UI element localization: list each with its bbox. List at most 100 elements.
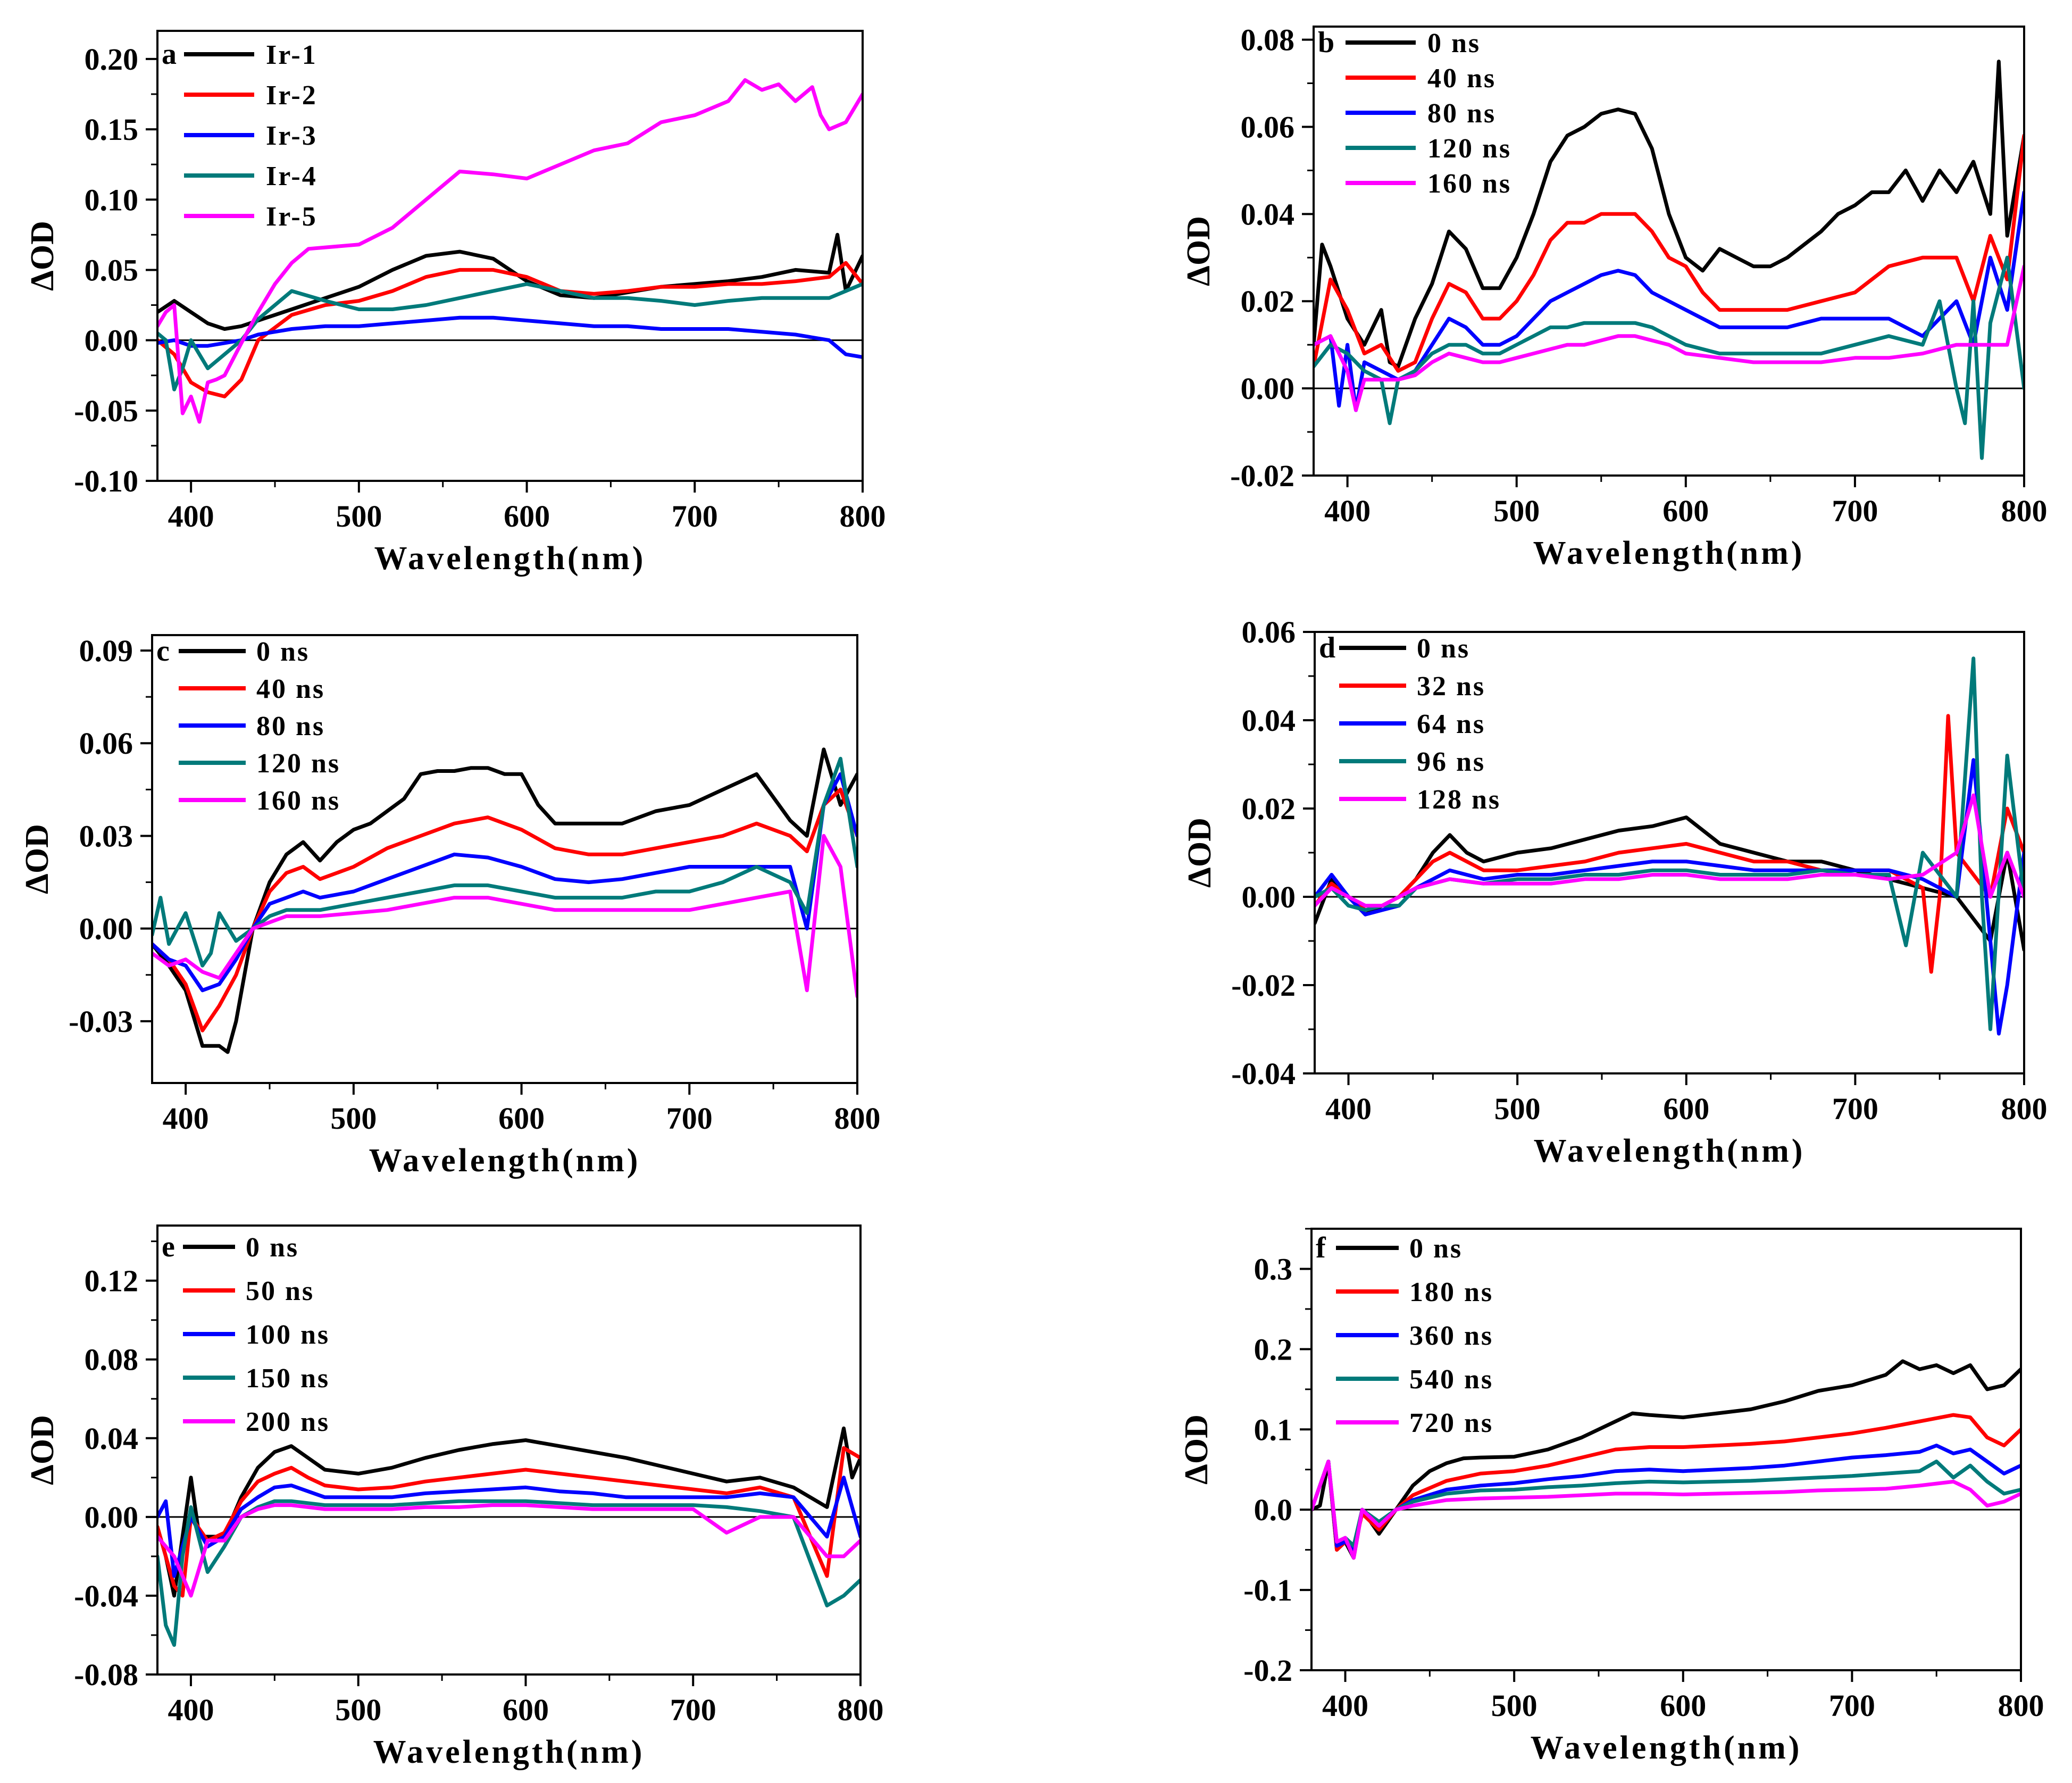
x-tick-label: 700 [1832, 494, 1878, 528]
series-line-160-ns [152, 834, 857, 998]
axes-frame [156, 1224, 862, 1676]
x-tick-label: 600 [1660, 1688, 1706, 1723]
legend-label: 80 ns [1427, 98, 1496, 129]
series-line-80-ns [152, 772, 857, 993]
legend-label: 0 ns [1427, 28, 1481, 59]
x-tick-label: 500 [1491, 1688, 1538, 1723]
series-line-0-ns [152, 747, 857, 1054]
legend-label: 720 ns [1409, 1408, 1493, 1438]
y-tick-label: 0.02 [1241, 284, 1295, 319]
legend-label: 32 ns [1417, 671, 1485, 702]
x-axis-title: Wavelength(nm) [374, 540, 646, 577]
y-tick-label: -0.1 [1243, 1573, 1292, 1607]
y-tick-label: 0.02 [1242, 791, 1296, 826]
panel-letter: d [1319, 631, 1335, 664]
y-tick-label: 0.03 [79, 819, 133, 853]
x-tick-label: 600 [1662, 494, 1709, 528]
series-group [1311, 1359, 2021, 1560]
x-tick-label: 500 [335, 1693, 381, 1727]
x-tick-label: 800 [838, 1693, 884, 1727]
legend-label: 360 ns [1409, 1321, 1493, 1351]
y-axis-title: ΔOD [19, 824, 55, 894]
legend-label: 100 ns [246, 1320, 330, 1350]
y-tick-label: 0.04 [1242, 703, 1296, 738]
series-group [157, 78, 863, 424]
y-tick-label: 0.06 [1241, 110, 1295, 144]
legend-label: 0 ns [256, 637, 310, 667]
panel-letter: c [156, 635, 170, 668]
series-line-128-ns [1315, 793, 2024, 908]
legend-label: 540 ns [1409, 1364, 1493, 1395]
y-tick-label: -0.08 [74, 1657, 138, 1692]
y-tick-label: 0.08 [85, 1343, 139, 1377]
series-line-ir-3 [157, 315, 863, 359]
x-tick-label: 600 [504, 499, 550, 534]
legend-label: 120 ns [1427, 134, 1511, 164]
x-axis-title: Wavelength(nm) [1531, 1730, 1802, 1766]
x-tick-label: 400 [1322, 1688, 1368, 1723]
legend-label: 64 ns [1417, 709, 1485, 739]
series-line-720-ns [1311, 1460, 2021, 1560]
y-tick-label: 0.06 [1242, 615, 1296, 649]
x-tick-label: 400 [1324, 494, 1371, 528]
y-tick-label: 0.09 [79, 634, 133, 668]
y-axis-title: ΔOD [24, 221, 61, 291]
y-tick-label: 0.06 [79, 726, 133, 761]
panel-letter: e [162, 1230, 175, 1263]
x-tick-label: 800 [2001, 494, 2048, 528]
panel-letter: f [1316, 1231, 1326, 1264]
y-tick-label: 0.04 [1241, 197, 1295, 231]
legend-label: Ir-2 [266, 80, 318, 111]
chart-panel-e: 400 500 600 700 800 -0.08 -0.04 0.00 0.04 0.08 0.1… [24, 1224, 884, 1770]
y-axis-title: ΔOD [1179, 1414, 1215, 1485]
y-tick-label: 0.00 [85, 1500, 139, 1535]
x-axis-title: Wavelength(nm) [369, 1143, 641, 1179]
x-tick-label: 400 [1325, 1092, 1372, 1126]
y-tick-label: 0.12 [85, 1264, 139, 1298]
series-line-100-ns [157, 1476, 860, 1578]
legend-label: 160 ns [1427, 169, 1511, 199]
legend-label: 50 ns [246, 1276, 314, 1306]
series-line-160-ns [1314, 264, 2024, 412]
x-tick-label: 500 [330, 1101, 377, 1136]
y-tick-label: 0.0 [1254, 1493, 1293, 1527]
y-tick-label: 0.20 [85, 42, 139, 77]
panel-letter: a [162, 38, 177, 71]
legend-label: Ir-4 [266, 161, 318, 191]
x-tick-label: 700 [666, 1101, 713, 1136]
legend-label: 80 ns [256, 711, 325, 741]
x-tick-label: 400 [168, 1693, 214, 1727]
legend-label: Ir-5 [266, 202, 318, 232]
y-tick-label: 0.05 [85, 253, 139, 287]
x-tick-label: 700 [1832, 1092, 1878, 1126]
x-tick-label: 600 [498, 1101, 545, 1136]
series-line-ir-4 [157, 282, 863, 391]
series-line-0-ns [1314, 60, 2024, 369]
x-tick-label: 700 [1829, 1688, 1875, 1723]
y-tick-label: -0.02 [1230, 459, 1294, 493]
series-group [152, 747, 857, 1054]
x-tick-label: 700 [672, 499, 718, 534]
legend-label: Ir-1 [266, 40, 318, 70]
legend-label: 0 ns [246, 1232, 299, 1263]
y-tick-label: 0.1 [1254, 1412, 1293, 1447]
legend-label: 40 ns [1427, 63, 1496, 94]
axes-frame [156, 30, 864, 482]
x-tick-label: 400 [168, 499, 214, 534]
legend-label: 0 ns [1409, 1234, 1463, 1264]
y-tick-label: 0.15 [85, 112, 139, 147]
x-axis-title: Wavelength(nm) [373, 1734, 645, 1770]
series-line-ir-5 [157, 78, 863, 424]
axes-frame [151, 634, 858, 1084]
y-tick-label: 0.00 [79, 912, 133, 946]
series-line-120-ns [152, 756, 857, 968]
chart-panel-c: 400 500 600 700 800 -0.03 0.00 0.03 0.06 0.09 Wave… [19, 634, 881, 1179]
series-line-200-ns [157, 1503, 860, 1598]
x-tick-label: 800 [834, 1101, 881, 1136]
x-tick-label: 500 [1494, 1092, 1541, 1126]
y-axis-title: ΔOD [1182, 818, 1218, 888]
series-line-360-ns [1311, 1444, 2021, 1552]
x-tick-label: 800 [1998, 1688, 2044, 1723]
series-group [1314, 60, 2024, 460]
